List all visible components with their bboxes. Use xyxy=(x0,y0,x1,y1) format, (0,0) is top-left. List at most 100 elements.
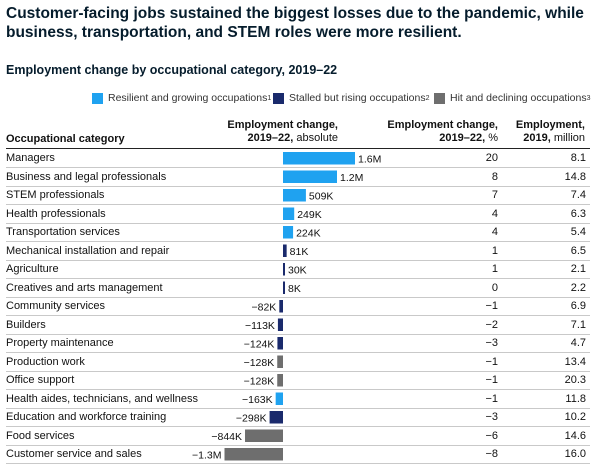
bar-value-label: −1.3M xyxy=(192,449,221,461)
employment-2019-value: 16.0 xyxy=(564,448,586,460)
header-percent-line2-bold: 2019–22, xyxy=(439,132,486,144)
header-percent-line1: Employment change, xyxy=(387,119,498,131)
row-divider xyxy=(6,222,590,224)
row-divider xyxy=(6,333,590,335)
bar xyxy=(283,152,355,165)
employment-2019-value: 2.1 xyxy=(570,263,586,275)
percent-change-value: −3 xyxy=(485,337,498,349)
category-label: Food services xyxy=(6,429,75,442)
employment-2019-value: 2.2 xyxy=(570,281,586,294)
bar xyxy=(279,300,283,313)
bar-value-label: 8K xyxy=(288,283,301,295)
percent-change-value: 0 xyxy=(491,281,498,294)
percent-change-value: −3 xyxy=(485,411,498,423)
bar-value-label: −128K xyxy=(244,375,275,387)
chart-title: Customer-facing jobs sustained the bigge… xyxy=(6,5,584,41)
bar-value-label: −124K xyxy=(244,338,275,350)
bar xyxy=(277,318,283,331)
legend-item-resilient: Resilient and growing occupations 1 xyxy=(92,92,271,104)
legend-item-stalled: Stalled but rising occupations 2 xyxy=(273,92,430,104)
header-divider xyxy=(6,148,590,149)
row-divider xyxy=(6,185,590,187)
row-divider xyxy=(6,241,590,242)
bar xyxy=(283,207,295,220)
bar-value-label: 1.2M xyxy=(340,172,363,184)
category-label: Office support xyxy=(6,374,75,386)
percent-change-value: −1 xyxy=(485,300,498,312)
bar-value-label: −163K xyxy=(242,394,273,406)
percent-change-value: 4 xyxy=(491,207,498,220)
employment-2019-value: 5.4 xyxy=(570,226,586,238)
bar xyxy=(269,411,283,424)
category-label: Customer service and sales xyxy=(6,448,142,460)
bar xyxy=(275,392,283,405)
bar xyxy=(283,263,285,276)
header-employment-line1: Employment, xyxy=(515,119,585,131)
row-divider xyxy=(6,444,590,446)
bar-value-label: −298K xyxy=(236,412,267,424)
employment-2019-value: 6.3 xyxy=(570,207,586,220)
percent-change-value: −1 xyxy=(485,374,498,386)
bar-value-label: −844K xyxy=(211,431,242,443)
header-percent-line2-unit: % xyxy=(485,132,498,144)
bar-value-label: 1.6M xyxy=(358,153,381,165)
bar xyxy=(277,337,283,350)
bar-value-label: 30K xyxy=(288,264,307,276)
percent-change-value: 20 xyxy=(485,152,498,164)
bar xyxy=(283,226,294,239)
legend-swatch-stalled xyxy=(273,92,284,104)
row-divider xyxy=(6,167,590,168)
category-label: Property maintenance xyxy=(6,337,114,349)
employment-2019-value: 8.1 xyxy=(570,152,586,164)
bar xyxy=(224,448,283,461)
legend-label-resilient: Resilient and growing occupations xyxy=(108,92,268,104)
bar xyxy=(245,429,283,442)
category-label: Production work xyxy=(6,355,85,368)
legend-footnote-stalled: 2 xyxy=(425,94,430,102)
employment-2019-value: 13.4 xyxy=(564,355,586,368)
category-label: Builders xyxy=(6,318,46,331)
category-label: Transportation services xyxy=(6,226,120,238)
row-divider xyxy=(6,463,590,464)
row-divider xyxy=(6,389,590,390)
legend-footnote-resilient: 1 xyxy=(267,94,272,102)
bar-value-label: 249K xyxy=(297,209,322,221)
employment-2019-value: 7.1 xyxy=(570,318,586,331)
category-label: Creatives and arts management xyxy=(6,281,163,294)
header-absolute-line2-bold: 2019–22, xyxy=(247,132,294,144)
row-divider xyxy=(6,315,590,316)
percent-change-value: −2 xyxy=(485,318,498,331)
row-divider xyxy=(6,259,590,261)
legend-label-hit: Hit and declining occupations xyxy=(450,92,587,104)
legend-label-stalled: Stalled but rising occupations xyxy=(289,92,426,104)
header-absolute-line2-unit: absolute xyxy=(293,132,338,144)
category-label: Health aides, technicians, and wellness xyxy=(6,392,199,405)
bar-value-label: −128K xyxy=(244,357,275,369)
bar xyxy=(277,355,283,368)
percent-change-value: 1 xyxy=(491,263,498,275)
row-divider xyxy=(6,204,590,205)
bar-value-label: 509K xyxy=(309,190,334,202)
employment-2019-value: 6.9 xyxy=(570,300,586,312)
percent-change-value: 1 xyxy=(491,244,498,257)
percent-change-value: −1 xyxy=(485,355,498,368)
percent-change-value: 8 xyxy=(491,170,498,183)
row-divider xyxy=(6,426,590,427)
legend-footnote-hit: 3 xyxy=(586,94,591,102)
percent-change-value: 7 xyxy=(491,189,498,201)
category-label: Community services xyxy=(6,300,106,312)
row-divider xyxy=(6,352,590,353)
legend-swatch-hit xyxy=(434,92,445,104)
bar xyxy=(283,170,337,183)
header-employment-2019: Employment, 2019, million xyxy=(500,119,585,145)
bar-value-label: 224K xyxy=(296,227,321,239)
employment-2019-value: 14.8 xyxy=(564,170,586,183)
legend-item-hit: Hit and declining occupations 3 xyxy=(434,92,591,104)
row-divider xyxy=(6,278,590,279)
chart-subtitle: Employment change by occupational catego… xyxy=(6,63,338,77)
employment-2019-value: 14.6 xyxy=(564,429,586,442)
employment-2019-value: 10.2 xyxy=(564,411,586,423)
employment-2019-value: 20.3 xyxy=(564,374,586,386)
category-label: Health professionals xyxy=(6,207,106,220)
